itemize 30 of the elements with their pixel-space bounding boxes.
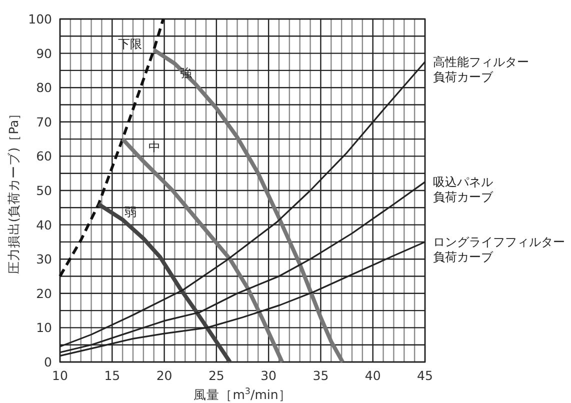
series-label: 弱 <box>124 205 137 220</box>
series-label: ロングライフフィルター負荷カーブ <box>433 234 565 264</box>
y-tick-label: 100 <box>28 12 52 26</box>
series-label: 高性能フィルター負荷カーブ <box>433 54 529 84</box>
y-axis-title: 圧力損出(負荷カーブ)［Pa］ <box>6 106 21 274</box>
x-tick-label: 25 <box>208 368 224 383</box>
y-tick-label: 10 <box>36 320 52 336</box>
x-axis-title: 風量［m$^{3}$/min］ <box>194 387 292 402</box>
y-tick-label: 20 <box>36 286 52 301</box>
x-tick-label: 15 <box>104 368 120 383</box>
x-tick-label: 45 <box>417 368 433 383</box>
y-tick-label: 40 <box>36 217 52 232</box>
x-tick-label: 30 <box>260 368 277 383</box>
x-tick-label: 20 <box>156 368 172 383</box>
line-series <box>58 18 165 278</box>
y-tick-label: 50 <box>36 183 52 198</box>
series-label: 吸込パネル負荷カーブ <box>433 174 494 204</box>
line-series <box>96 202 232 364</box>
y-tick-label: 0 <box>44 354 52 370</box>
series-label: 中 <box>148 140 161 154</box>
x-tick-label: 10 <box>52 368 68 383</box>
y-tick-label: 80 <box>36 80 52 96</box>
line-series <box>120 137 284 364</box>
y-tick-label: 60 <box>36 148 52 164</box>
x-tick-label: 35 <box>312 368 329 383</box>
y-tick-label: 90 <box>36 46 52 61</box>
y-tick-label: 30 <box>36 252 52 267</box>
series-label: 下限 <box>118 36 142 51</box>
y-tick-label: 70 <box>36 114 52 130</box>
x-tick-label: 40 <box>364 368 381 383</box>
